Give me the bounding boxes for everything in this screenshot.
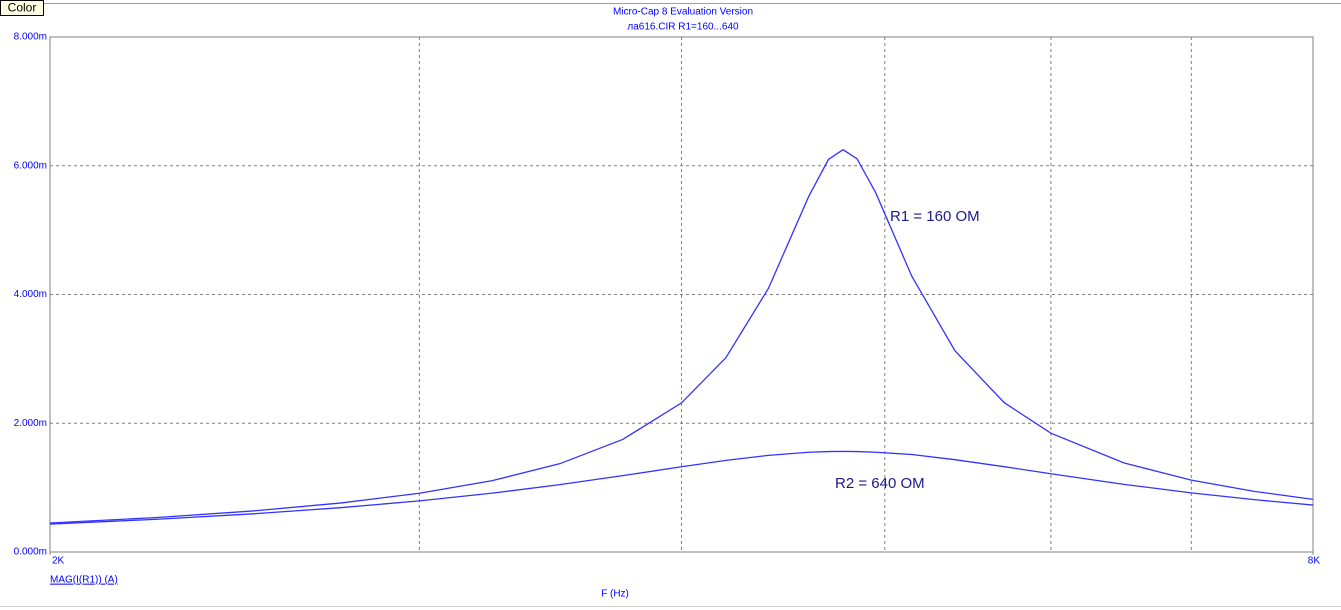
x-tick-label: 8K: [1308, 556, 1321, 567]
series-line: [49, 148, 1314, 524]
plot-frame: [49, 36, 1314, 553]
x-axis-label: F (Hz): [601, 589, 629, 600]
color-button-label[interactable]: Color: [8, 1, 37, 15]
x-tick-label: 2K: [52, 556, 65, 567]
chart-subtitle: ла616.CIR R1=160...640: [627, 22, 739, 33]
y-axis-label: MAG(I(R1)) (A): [50, 575, 118, 586]
series-label: R1 = 160 OM: [890, 208, 980, 225]
color-button[interactable]: [0, 0, 44, 16]
y-tick-label: 8.000m: [14, 32, 47, 43]
y-tick-label: 2.000m: [14, 418, 47, 429]
y-tick-label: 6.000m: [14, 160, 47, 171]
series-line: [49, 450, 1314, 525]
chart-title: Micro-Cap 8 Evaluation Version: [613, 7, 753, 18]
series-label: R2 = 640 OM: [835, 475, 925, 492]
y-tick-label: 0.000m: [14, 547, 47, 558]
y-tick-label: 4.000m: [14, 289, 47, 300]
